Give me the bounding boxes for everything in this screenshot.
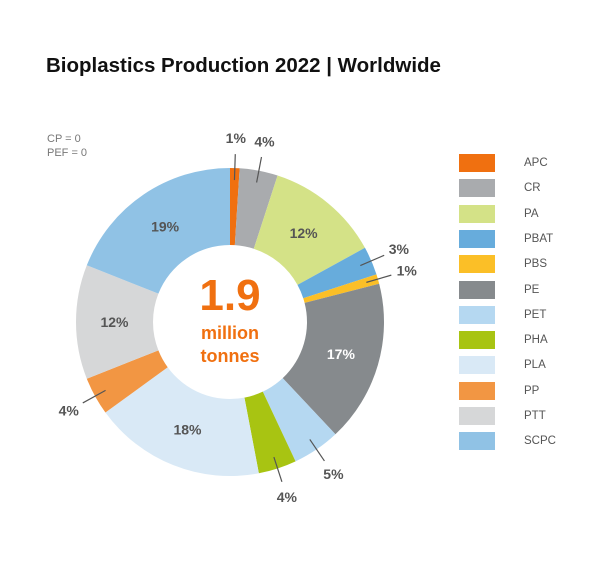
legend-item-pe: PE — [459, 280, 540, 299]
leader-line-pbs — [366, 274, 392, 283]
slice-ptt — [75, 265, 159, 379]
legend-label: APC — [524, 157, 548, 169]
legend-swatch — [459, 381, 495, 400]
slice-cr — [234, 168, 278, 249]
center-unit-line2: tonnes — [200, 346, 259, 366]
slice-pha — [244, 391, 296, 474]
legend-item-pet: PET — [459, 305, 547, 324]
leader-line-pha — [273, 456, 283, 482]
legend-swatch — [459, 280, 495, 299]
slice-apc — [230, 168, 240, 246]
legend-swatch — [459, 204, 495, 223]
note-pef: PEF = 0 — [47, 147, 88, 159]
leader-line-cr — [256, 156, 263, 183]
slice-pe — [282, 283, 385, 435]
legend-swatch — [459, 154, 495, 172]
legend-label: PA — [524, 207, 539, 220]
data-label-cr: 4% — [254, 133, 275, 149]
legend-label: PP — [524, 384, 540, 397]
data-label-apc: 1% — [226, 130, 247, 146]
leader-line-pet — [309, 439, 325, 462]
slice-pla — [105, 367, 259, 476]
legend-label: PHA — [524, 334, 548, 347]
data-label-pa: 12% — [290, 225, 319, 241]
legend-label: PET — [524, 308, 547, 321]
legend-item-pbs: PBS — [459, 255, 548, 274]
legend-label: PTT — [524, 410, 546, 422]
slice-pbat — [297, 247, 377, 299]
legend-label: PLA — [524, 359, 546, 372]
legend-item-scpc: SCPC — [459, 432, 556, 451]
legend-label: CR — [524, 182, 541, 195]
legend-item-cr: CR — [459, 179, 541, 198]
slice-pet — [262, 378, 336, 462]
legend-item-pbat: PBAT — [459, 229, 554, 248]
leader-line-pbat — [360, 254, 385, 267]
data-label-pet: 5% — [323, 466, 344, 482]
slice-pbs — [303, 274, 380, 303]
data-label-pha: 4% — [277, 489, 298, 505]
legend-swatch — [459, 179, 495, 198]
data-label-pla: 18% — [173, 421, 202, 437]
legend-item-apc: APC — [459, 154, 548, 172]
legend-item-ptt: PTT — [459, 407, 546, 425]
legend-label: SCPC — [524, 435, 556, 448]
data-label-pe: 17% — [327, 346, 356, 362]
legend-swatch — [459, 229, 495, 248]
data-label-scpc: 19% — [151, 218, 180, 234]
data-label-pbat: 3% — [389, 241, 410, 257]
legend-item-pp: PP — [459, 381, 540, 400]
slice-pa — [253, 175, 365, 285]
legend-item-pla: PLA — [459, 356, 546, 375]
chart-title: Bioplastics Production 2022 | Worldwide — [46, 54, 441, 77]
leader-line-pp — [82, 389, 106, 404]
legend-label: PE — [524, 283, 540, 296]
legend-item-pa: PA — [459, 204, 539, 223]
slice-pp — [86, 350, 168, 413]
slice-scpc — [86, 168, 230, 294]
legend-label: PBS — [524, 258, 548, 271]
data-label-pp: 4% — [59, 403, 80, 419]
legend-label: PBAT — [524, 232, 554, 245]
data-label-pbs: 1% — [397, 263, 418, 279]
legend-item-pha: PHA — [459, 331, 548, 350]
legend-swatch — [459, 407, 495, 425]
data-label-ptt: 12% — [100, 314, 129, 330]
note-cp: CP = 0 — [47, 133, 81, 145]
legend-swatch — [459, 356, 495, 375]
center-unit-line1: million — [201, 323, 259, 343]
legend-swatch — [459, 432, 495, 451]
legend-swatch — [459, 331, 495, 350]
leader-line-apc — [233, 154, 236, 181]
legend-swatch — [459, 305, 495, 324]
legend-swatch — [459, 255, 495, 274]
center-value: 1.9 — [199, 271, 260, 320]
